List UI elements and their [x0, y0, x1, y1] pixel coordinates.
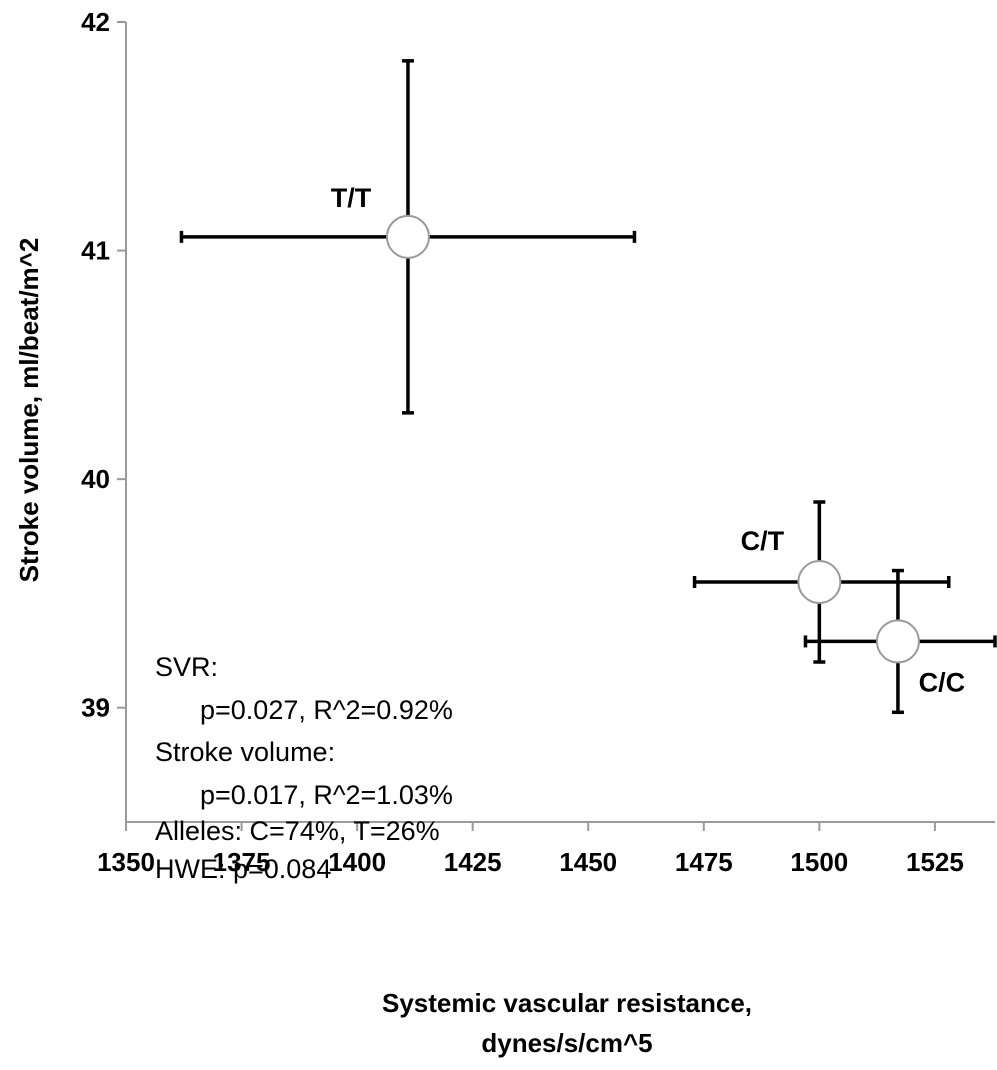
x-tick-label: 1400 [328, 847, 386, 877]
data-point-label: C/T [741, 526, 785, 556]
data-point-group: C/C [803, 568, 997, 715]
annotation-svr-heading: SVR: [155, 652, 218, 682]
annotation-sv-stats: p=0.017, R^2=1.03% [200, 780, 453, 810]
data-point-label: C/C [919, 667, 966, 697]
x-tick-label: 1350 [97, 847, 155, 877]
x-axis-title-line-2: dynes/s/cm^5 [481, 1028, 652, 1058]
y-axis-title: Stroke volume, ml/beat/m^2 [14, 238, 44, 583]
axes: 39 40 41 42 1350 1375 1400 1425 1450 1475 1500 152… [81, 7, 995, 877]
x-tick-label: 1425 [444, 847, 502, 877]
y-tick-label: 42 [81, 7, 110, 37]
data-point-marker [797, 560, 842, 604]
x-ticks: 1350 1375 1400 1425 1450 1475 1500 1525 [97, 822, 964, 877]
y-tick-label: 39 [81, 693, 110, 723]
x-tick-label: 1450 [559, 847, 617, 877]
data-point-group: C/T [692, 500, 951, 664]
x-tick-label: 1475 [675, 847, 733, 877]
data-point-label: T/T [331, 183, 372, 213]
annotation-svr-stats: p=0.027, R^2=0.92% [200, 695, 453, 725]
data-series: T/T C/T C/C [179, 59, 997, 715]
data-point-marker [875, 619, 920, 664]
annotation-alleles: Alleles: C=74%, T=26% [155, 816, 440, 846]
y-tick-label: 40 [81, 464, 110, 494]
data-point-group: T/T [179, 59, 637, 415]
y-ticks: 39 40 41 42 [81, 7, 126, 723]
y-tick-label: 41 [81, 236, 110, 266]
x-tick-label: 1375 [213, 847, 271, 877]
x-tick-label: 1500 [790, 847, 848, 877]
x-axis-title-line-1: Systemic vascular resistance, [382, 988, 752, 1018]
stats-annotation: SVR: p=0.027, R^2=0.92% Stroke volume: p… [155, 652, 453, 884]
annotation-sv-heading: Stroke volume: [155, 737, 335, 767]
x-tick-label: 1525 [906, 847, 964, 877]
annotation-hwe: HWE: p=0.084 [155, 854, 331, 884]
data-point-marker [385, 214, 430, 259]
